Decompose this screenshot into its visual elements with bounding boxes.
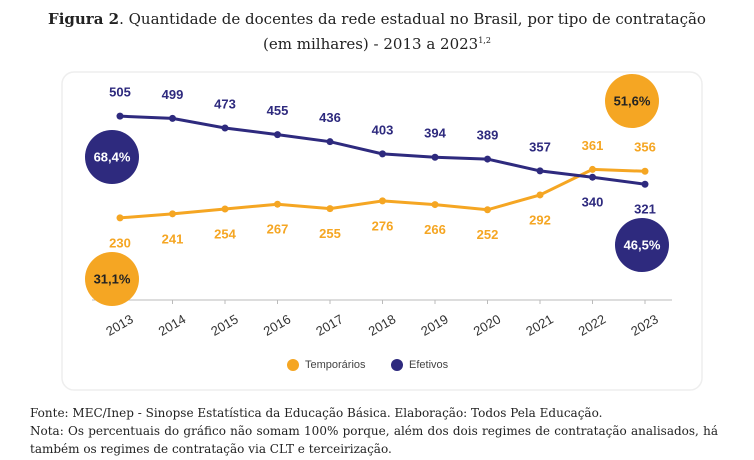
data-label: 267 [267,222,289,237]
title-superscript: 1,2 [478,36,491,45]
data-point [379,150,386,158]
x-tick-label: 2021 [523,311,556,338]
data-point [326,138,334,146]
data-point [379,197,386,205]
data-label: 340 [582,195,604,210]
data-point [116,214,124,222]
data-point [116,112,124,120]
data-point [274,200,281,208]
annotation-text: 31,1% [94,271,131,286]
data-label: 499 [162,87,184,102]
data-label: 255 [319,226,341,241]
title-text: . Quantidade de docentes da rede estadua… [119,10,706,53]
data-point [221,205,229,213]
x-tick-label: 2016 [261,311,294,338]
annotation-text: 51,6% [614,93,651,108]
chart-title: Figura 2. Quantidade de docentes da rede… [40,8,714,55]
annotation-bubble [85,130,139,184]
legend-label: Efetivos [409,359,449,371]
data-label: 276 [372,218,394,233]
legend-marker [287,359,299,371]
data-label: 455 [267,103,289,118]
data-label: 389 [477,128,499,143]
data-point [536,191,544,199]
series-line [119,167,646,220]
annotation-bubble [605,74,659,128]
data-point [326,205,334,213]
annotation-bubble [85,252,139,306]
data-label: 230 [109,235,131,250]
x-tick-label: 2020 [471,311,504,338]
x-tick-label: 2019 [418,311,451,338]
legend-label: Temporários [305,359,366,371]
data-point [589,173,596,181]
data-label: 361 [582,138,604,153]
legend-marker [391,359,403,371]
data-point [484,155,491,163]
data-label: 394 [424,126,446,141]
data-point [641,167,649,175]
data-label: 403 [372,122,394,137]
data-label: 505 [109,85,131,100]
x-tick-label: 2014 [156,311,189,338]
data-point [431,153,439,161]
data-label: 252 [477,227,499,242]
data-label: 357 [529,139,551,154]
notes: Fonte: MEC/Inep - Sinopse Estatística da… [30,404,718,458]
data-point [274,131,281,139]
x-tick-label: 2022 [576,311,609,338]
annotation-text: 46,5% [624,237,661,252]
data-label: 254 [214,226,236,241]
data-label: 292 [529,212,551,227]
data-point [536,167,544,175]
data-point [221,124,229,132]
data-point [641,180,649,188]
chart-frame [61,71,703,391]
source: Fonte: MEC/Inep - Sinopse Estatística da… [30,406,603,420]
note: Nota: Os percentuais do gráfico não soma… [30,424,718,456]
data-label: 356 [634,140,656,155]
data-point [169,114,176,122]
data-point [484,206,491,214]
data-label: 473 [214,96,236,111]
data-label: 266 [424,222,446,237]
x-tick-label: 2013 [103,311,136,338]
data-point [431,201,439,209]
data-label: 436 [319,110,341,125]
annotation-bubble [615,218,669,272]
x-tick-label: 2018 [366,311,399,338]
title-label: Figura 2 [48,10,120,28]
data-point [589,165,596,173]
x-tick-label: 2015 [208,311,241,338]
chart: 2013 2014 2015 2016 2017 2018 2019 2020 2021 2022… [61,71,703,391]
data-label: 241 [162,231,184,246]
x-tick-label: 2023 [628,311,661,338]
x-tick-label: 2017 [313,311,346,338]
data-point [169,210,176,218]
data-label: 321 [634,202,656,217]
annotation-text: 68,4% [94,149,131,164]
